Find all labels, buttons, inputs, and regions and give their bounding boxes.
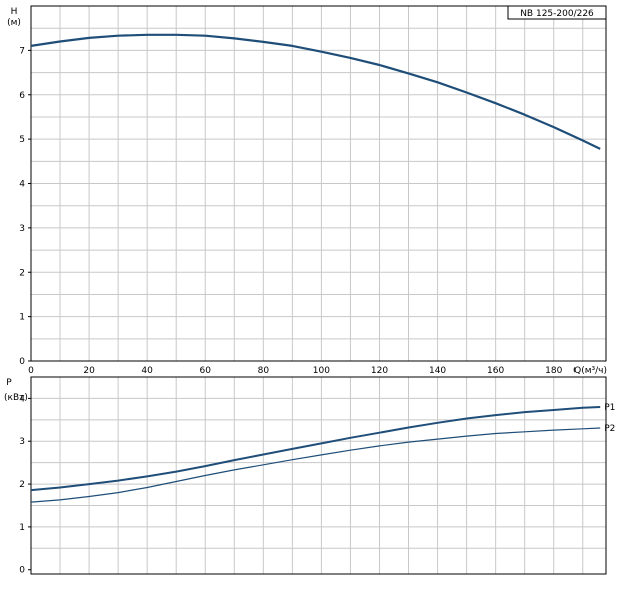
head-ytick-label: 4 <box>19 180 25 190</box>
head-ytick-label: 3 <box>19 224 25 234</box>
head-ytick-label: 6 <box>19 91 25 101</box>
head-ytick-label: 2 <box>19 268 25 278</box>
power-curve-p2 <box>30 427 601 503</box>
head-xtick-label: 140 <box>429 366 446 376</box>
power-plot-area <box>31 377 606 574</box>
power-ytick-label: 2 <box>19 480 25 490</box>
head-xtick-label: 160 <box>487 366 504 376</box>
head-xtick-label: 20 <box>83 366 95 376</box>
head-ylabel-symbol: H <box>11 7 18 17</box>
power-curve-p1 <box>30 406 601 492</box>
head-xtick-label: 40 <box>141 366 153 376</box>
power-ytick-label: 0 <box>19 566 25 576</box>
head-xtick-label: 0 <box>28 366 34 376</box>
head-xlabel: Q(м³/ч) <box>574 366 607 376</box>
head-xtick-label: 80 <box>258 366 270 376</box>
power-ytick-label: 3 <box>19 437 25 447</box>
power-ytick-label: 4 <box>19 394 25 404</box>
head-xtick-label: 100 <box>313 366 330 376</box>
power-ytick-label: 1 <box>19 523 25 533</box>
legend-model-label: NB 125-200/226 <box>520 9 594 19</box>
power-ylabel-unit: (кВт) <box>4 393 28 403</box>
head-ytick-label: 1 <box>19 313 25 323</box>
legend-box <box>507 5 607 20</box>
head-xtick-label: 120 <box>371 366 388 376</box>
power-plot-frame <box>30 376 607 575</box>
head-xtick-label: 60 <box>200 366 212 376</box>
head-ytick-label: 0 <box>19 357 25 367</box>
power-ylabel-symbol: P <box>6 378 12 388</box>
head-ytick-label: 7 <box>19 46 25 56</box>
head-ytick-label: 5 <box>19 135 25 145</box>
power-series-label-p2: P2 <box>604 424 615 434</box>
head-curve-line <box>30 33 601 150</box>
head-xtick-label: 180 <box>545 366 562 376</box>
head-ylabel-unit: (м) <box>7 18 21 28</box>
xlabel-backdrop <box>575 364 608 375</box>
power-series-label-p1: P1 <box>604 403 615 413</box>
